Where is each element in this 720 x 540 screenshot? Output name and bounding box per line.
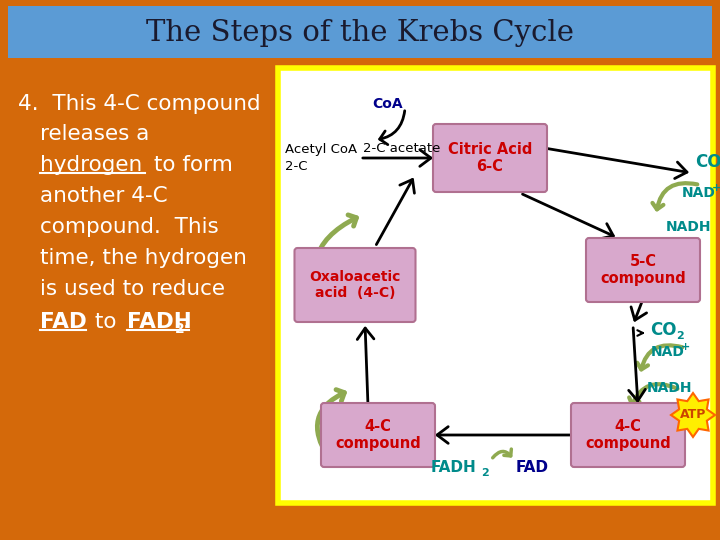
Text: FADH: FADH <box>127 312 192 332</box>
Text: ATP: ATP <box>680 408 706 422</box>
Text: +: + <box>712 183 720 193</box>
Text: 4-C
compound: 4-C compound <box>335 419 421 451</box>
Text: The Steps of the Krebs Cycle: The Steps of the Krebs Cycle <box>146 19 574 47</box>
Text: 2: 2 <box>481 468 489 478</box>
Text: to: to <box>88 312 123 332</box>
FancyBboxPatch shape <box>278 68 713 503</box>
FancyBboxPatch shape <box>294 248 415 322</box>
FancyBboxPatch shape <box>321 403 435 467</box>
Text: NADH: NADH <box>666 220 711 234</box>
Text: NAD: NAD <box>682 186 716 200</box>
Text: NAD: NAD <box>651 345 685 359</box>
Polygon shape <box>671 393 715 437</box>
Text: to form: to form <box>147 155 233 175</box>
Text: compound.  This: compound. This <box>40 217 219 237</box>
Text: CO: CO <box>650 321 677 339</box>
Text: FAD: FAD <box>40 312 86 332</box>
FancyBboxPatch shape <box>8 6 712 58</box>
Text: Citric Acid
6-C: Citric Acid 6-C <box>448 142 532 174</box>
Text: CO: CO <box>695 153 720 171</box>
Text: time, the hydrogen: time, the hydrogen <box>40 248 247 268</box>
Text: another 4-C: another 4-C <box>40 186 168 206</box>
Text: 5-C
compound: 5-C compound <box>600 254 686 286</box>
FancyBboxPatch shape <box>433 124 547 192</box>
Text: .: . <box>183 312 190 332</box>
Text: releases a: releases a <box>40 124 149 144</box>
Text: 2-C acetate: 2-C acetate <box>363 141 441 154</box>
Text: FAD: FAD <box>516 460 549 475</box>
Text: hydrogen: hydrogen <box>40 155 143 175</box>
FancyBboxPatch shape <box>571 403 685 467</box>
Text: 2-C: 2-C <box>285 159 307 172</box>
Text: 2: 2 <box>175 322 185 336</box>
Text: is used to reduce: is used to reduce <box>40 279 225 299</box>
Text: Acetyl CoA: Acetyl CoA <box>285 144 357 157</box>
FancyBboxPatch shape <box>586 238 700 302</box>
Text: CoA: CoA <box>373 97 403 111</box>
Text: 4.  This 4-C compound: 4. This 4-C compound <box>18 94 261 114</box>
Text: NADH: NADH <box>647 381 693 395</box>
Text: 4-C
compound: 4-C compound <box>585 419 671 451</box>
Text: 2: 2 <box>676 331 684 341</box>
Text: FADH: FADH <box>431 460 477 475</box>
Text: +: + <box>681 342 690 352</box>
Text: Oxaloacetic
acid  (4-C): Oxaloacetic acid (4-C) <box>310 270 401 300</box>
